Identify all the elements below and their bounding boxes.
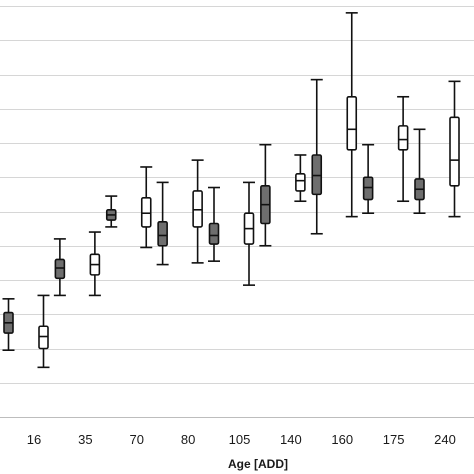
box-light-16 [37,294,50,369]
iqr-box [362,176,374,201]
iqr-box [346,95,358,151]
iqr-box [157,220,168,247]
plot-area [2,12,461,369]
box-dark-70 [105,195,118,228]
x-tick-label: 160 [331,432,353,447]
gridlines [0,6,474,418]
x-tick-label: 105 [229,432,251,447]
box-light-80 [191,159,204,264]
box-light-105 [243,181,255,286]
x-tick-label: 80 [181,432,195,447]
iqr-box [54,258,66,280]
iqr-box [140,197,152,228]
box-dark-35 [53,238,66,297]
iqr-box [192,190,203,228]
box-light-140 [294,154,307,203]
box-light-240 [448,80,461,218]
iqr-box [295,173,306,192]
x-tick-labels: 16 35 70 80 105 140 160 175 240 [27,432,456,447]
box-light-70 [140,166,153,249]
iqr-box [311,154,323,196]
x-axis-title: Age [ADD] [228,457,288,471]
x-tick-label: 140 [280,432,302,447]
x-tick-label: 35 [78,432,92,447]
iqr-box [449,116,460,187]
box-dark-175 [362,143,375,215]
iqr-box [38,325,49,350]
iqr-box [208,222,220,245]
box-light-160 [345,12,358,218]
box-dark-140 [259,143,272,247]
box-dark-16 [2,298,15,352]
x-tick-label: 175 [383,432,405,447]
box-dark-105 [208,186,220,262]
x-tick-label: 16 [27,432,41,447]
box-light-175 [397,95,410,203]
box-dark-80 [156,181,169,266]
box-light-35 [88,231,101,297]
iqr-box [397,125,409,151]
x-tick-label: 70 [130,432,144,447]
x-tick-label: 240 [434,432,456,447]
box-dark-160 [310,78,323,235]
box-dark-240 [413,128,426,215]
